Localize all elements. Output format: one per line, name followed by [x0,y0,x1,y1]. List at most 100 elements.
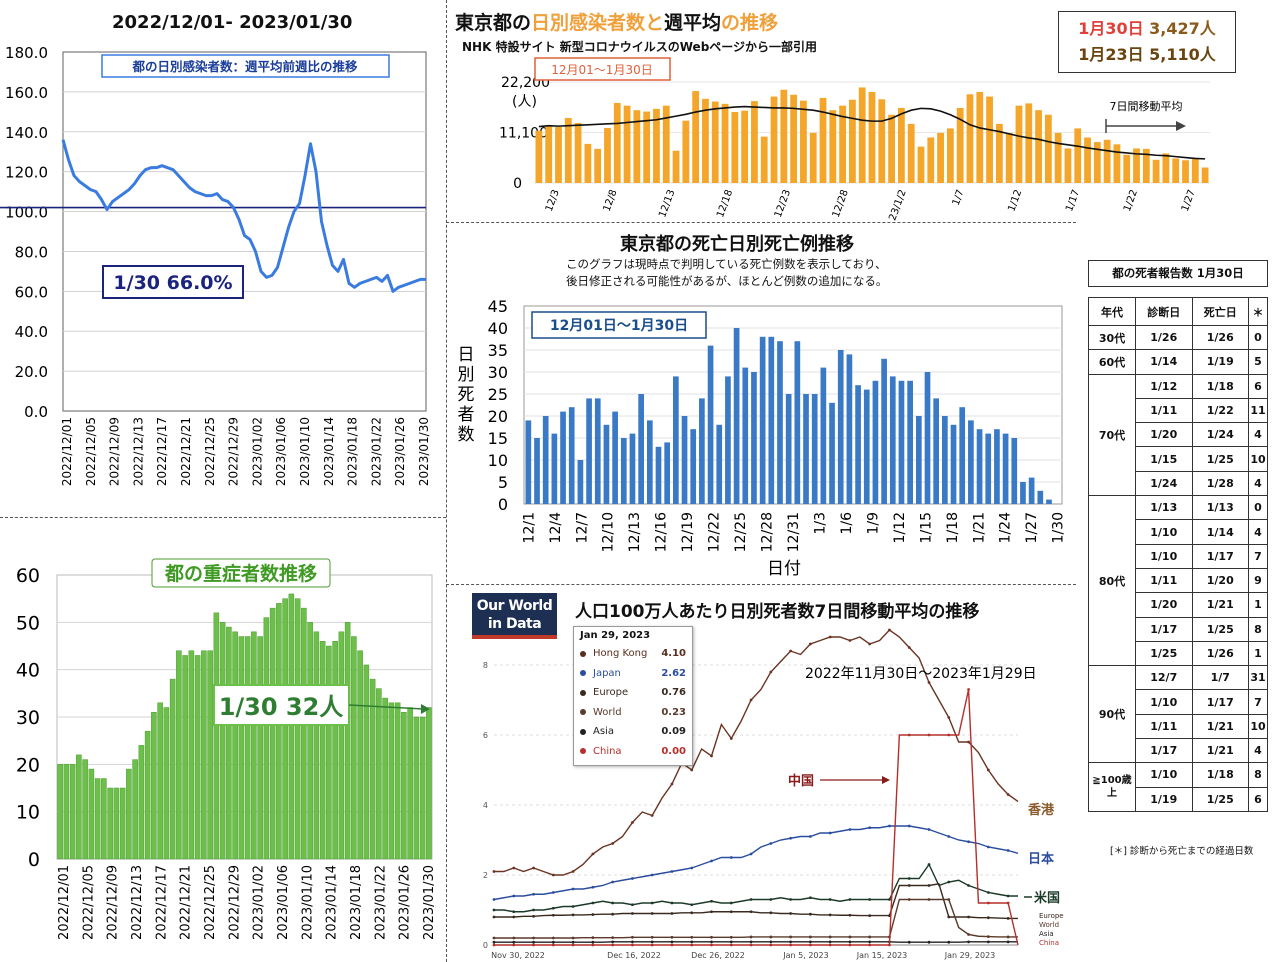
diagnosis-date-cell: 1/25 [1135,640,1193,667]
series-point [927,884,931,887]
severe-bar [401,712,407,860]
case-bar [937,132,944,183]
chart-title-box [151,558,331,588]
range-box [534,57,671,81]
case-bar [1093,142,1101,183]
panel-d-title: 東京都の死亡日別死亡例推移 [620,234,854,255]
case-bar [868,92,876,183]
series-point [1006,935,1010,939]
diagnosis-date-cell: 1/10 [1135,762,1193,788]
chart-title: 都の日別感染者数：週平均前週比の推移 [131,59,358,74]
series-point [848,639,852,642]
series-point [729,935,733,939]
severe-bar [219,622,226,860]
death-bar [707,345,714,504]
series-point [611,901,615,905]
series-point [848,913,852,917]
case-bar [858,87,866,183]
tooltip-row: Hong Kong 4.10 [580,644,686,664]
tooltip-label: Japan [593,667,621,679]
diagnosis-date-cell: 1/24 [1135,470,1193,497]
tooltip-date: Jan 29, 2023 [580,630,651,641]
series-point [888,628,891,632]
x-tick-label: 2022/12/29 [227,865,242,940]
elapsed-days-cell: 0 [1248,324,1268,351]
tooltip-value: 2.62 [661,667,686,679]
series-point [571,887,575,891]
series-point [532,940,535,944]
death-bar [594,398,601,504]
death-bar [681,416,688,504]
death-bar [525,420,532,504]
chart-owid: 0 2 4 6 8 Nov 30, 2022 Dec 16, 2022 Dec 26, 202… [483,628,1064,960]
x-tick-label: 2022/12/25 [203,865,218,940]
tooltip-row: Japan 2.62 [580,664,686,684]
case-bar [897,107,905,183]
case-bar [584,143,592,183]
series-point [749,940,753,944]
death-bar [1011,438,1018,504]
series-point [650,943,654,947]
series-point [967,940,970,944]
severe-bar [163,707,170,860]
series-point [690,768,694,772]
death-date-cell: 1/25 [1191,446,1249,472]
severe-bar [319,641,326,860]
table-header-cell: ＊ [1248,297,1268,326]
stat-1-value: 3,427人 [1149,19,1216,38]
severe-bar [326,645,332,860]
x-tick-label: 12/18 [715,188,735,219]
series-point [848,898,852,901]
severe-bar [419,716,426,860]
case-bar [1201,167,1209,183]
y-tick-label: 0 [483,941,488,950]
death-bar [759,336,766,504]
x-tick-label: 2023/01/26 [398,865,413,940]
death-report-table: 年代 診断日 死亡日＊ 30代 1/26 1/26 0 60代 1/14 1/19 5 70代 1/1… [1088,297,1268,812]
series-point [749,852,753,856]
death-bar [1020,482,1026,504]
severe-bar [307,622,313,860]
death-bar [829,402,835,504]
series-line [494,863,1018,913]
death-bar [915,416,922,504]
death-date-cell: 1/13 [1191,495,1249,521]
series-point [512,866,516,870]
age-group-cell: 30代 [1088,324,1136,351]
series-point [650,814,654,817]
death-bar [959,407,966,504]
x-tick-label: 2023/01/02 [252,865,267,940]
severe-bar [88,768,95,860]
stat-1-day: 1月30日 [1078,19,1144,38]
x-tick-label: 1/22 [1122,188,1140,213]
divider-right-1 [446,222,1076,223]
elapsed-days-cell: 10 [1248,446,1268,472]
tooltip-label: China [593,745,622,757]
series-point [848,828,852,831]
series-point [571,936,575,940]
series-point [986,916,990,920]
series-point [729,737,733,740]
case-bar [800,100,807,183]
death-bar [560,411,566,504]
panel-e-title: 人口100万人あたり日別死者数7日間移動平均の推移 [575,602,980,622]
panel-d-note-2: 後日修正される可能性があるが、ほとんど例数の追加になる。 [566,274,888,288]
y-tick-label: 0 [498,495,508,514]
series-point [551,940,555,944]
series-point [1006,894,1010,898]
series-point [611,842,615,845]
owid-logo: Our World in Data [472,593,557,639]
chart-title-box [101,54,390,78]
case-bar [790,94,798,183]
series-point [769,842,773,845]
x-tick-label: 2023/01/30 [422,865,437,940]
case-bar [751,101,758,183]
series-point [591,936,595,940]
series-point [986,901,990,905]
severe-bar [407,707,413,860]
elapsed-days-cell: 9 [1248,567,1268,594]
x-tick-label: 1/17 [1064,188,1082,213]
case-bar [995,123,1003,183]
y-tick-label: 20.0 [15,363,48,381]
diagnosis-date-cell: 1/20 [1135,422,1193,448]
